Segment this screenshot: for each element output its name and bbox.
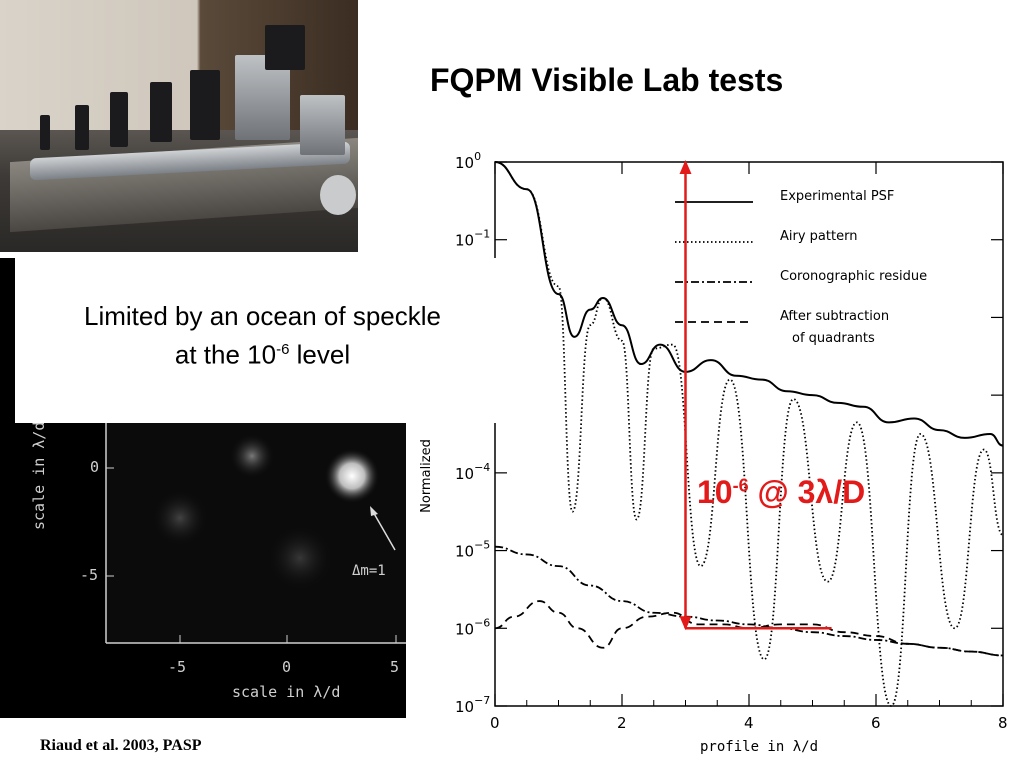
x-tick-label: 8 (998, 714, 1008, 732)
legend-entry: After subtraction of quadrants (780, 309, 889, 346)
citation: Riaud et al. 2003, PASP (40, 737, 202, 754)
x-tick-label: 6 (871, 714, 881, 732)
profile-plot-svg: 100 10−1 10−4 10−5 10−6 10−70 2 4 6 8 profile in λ… (419, 150, 1008, 755)
contrast-annotation: 10-6 @ 3λ/D (697, 474, 865, 511)
speckle-caption-box: Limited by an ocean of speckle at the 10… (15, 258, 510, 423)
y-tick-label: 10−1 (455, 228, 490, 250)
speckle-x-tick: 5 (390, 658, 400, 676)
slide-title: FQPM Visible Lab tests (430, 62, 784, 98)
y-tick-label: 10−4 (455, 461, 490, 483)
red-arrow-head (679, 160, 692, 174)
series-line-dotted (494, 161, 1004, 707)
photo-mount (110, 92, 128, 147)
photo-camera-head (265, 25, 305, 70)
x-tick-label: 0 (490, 714, 500, 732)
series-line-dashed (494, 600, 1004, 657)
red-arrow-head (679, 616, 692, 631)
y-tick-label: 100 (455, 150, 481, 172)
profile-plot: 100 10−1 10−4 10−5 10−6 10−7 0 2 4 6 8 profile in λ… (410, 140, 1024, 760)
speckle-y-tick: 0 (90, 458, 100, 476)
speckle-y-tick: -5 (80, 566, 99, 584)
speckle-y-label: scale in λ/d (30, 421, 48, 530)
legend-entry: Experimental PSF (780, 189, 894, 204)
speckle-spot (228, 432, 276, 480)
speckle-caption-line2: at the 10-6 level (15, 333, 510, 372)
x-axis-label: profile in λ/d (700, 739, 818, 755)
speckle-image-svg (105, 418, 406, 644)
contrast-annotation-sup: -6 (732, 475, 749, 496)
speckle-annotation: Δm=1 (352, 563, 386, 579)
y-tick-label: 10−6 (455, 616, 490, 638)
x-tick-label: 4 (744, 714, 754, 732)
photo-rail-end (320, 175, 356, 215)
speckle-x-tick: 0 (282, 658, 292, 676)
speckle-caption-post: level (289, 339, 351, 370)
series-line-solid (494, 161, 1004, 447)
photo-mount (150, 82, 172, 142)
annotation-arrow (371, 509, 396, 551)
legend-entry: Coronographic residue (780, 269, 927, 284)
speckle-caption-line1: Limited by an ocean of speckle (84, 301, 441, 331)
photo-mount (40, 115, 50, 150)
x-tick-label: 2 (617, 714, 627, 732)
speckle-caption: Limited by an ocean of speckle at the 10… (15, 300, 510, 372)
photo-mount (75, 105, 89, 150)
speckle-x-label: scale in λ/d (232, 683, 341, 701)
photo-mount (190, 70, 220, 140)
contrast-annotation-post: @ 3λ/D (748, 474, 866, 510)
contrast-annotation-base: 10 (697, 474, 733, 510)
y-axis-label: Normalized (419, 439, 434, 513)
photo-stage (300, 95, 345, 155)
series-line-dashdot (494, 545, 1004, 657)
speckle-x-tick: -5 (168, 658, 187, 676)
companion-spot (324, 448, 380, 504)
y-tick-label: 10−5 (455, 539, 490, 561)
speckle-caption-sup: -6 (276, 341, 290, 358)
speckle-caption-pre: at the 10 (174, 339, 277, 370)
y-tick-label: 10−7 (455, 694, 490, 716)
optical-bench-photo (0, 0, 358, 252)
legend-entry: Airy pattern (780, 229, 857, 244)
